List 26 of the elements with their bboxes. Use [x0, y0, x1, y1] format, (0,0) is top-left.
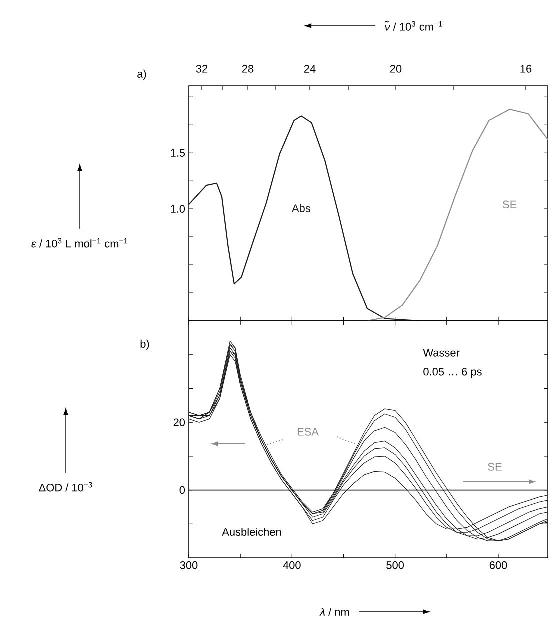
text: 24: [304, 65, 316, 73]
x-axis-title: λ / nm: [320, 608, 350, 616]
y-axis-title: ε / 10$^{3}$ L mol$^{−1}$ cm$^{−1}$: [32, 238, 128, 248]
text: 20: [390, 65, 402, 73]
text: 32: [196, 65, 208, 73]
y-tick-label: 1.0: [171, 205, 186, 213]
text: b): [140, 340, 150, 350]
x-tick-label: 500: [386, 562, 404, 570]
text: Abs: [292, 204, 310, 212]
x-tick-label: 600: [490, 562, 508, 570]
text: 16: [520, 65, 532, 73]
annotation: 0.05 … 6 ps: [424, 368, 482, 378]
y-tick-label: 1.5: [171, 149, 186, 157]
annotation: Ausbleichen: [222, 528, 282, 536]
annotation: Wasser: [423, 349, 460, 357]
text: a): [138, 70, 146, 80]
text: SE: [503, 200, 517, 209]
annotation: SE: [488, 463, 502, 471]
x2-axis-title: ν̃ / 10$^{3}$ cm$^{−1}$: [385, 21, 442, 31]
text: 28: [242, 65, 254, 73]
y-tick-label: 0: [180, 486, 186, 494]
annotation: ESA: [298, 428, 319, 436]
y-tick-label: 20: [174, 418, 186, 426]
y-axis-title: ΔOD / 10$^{−3}$: [39, 482, 92, 492]
x-tick-label: 400: [283, 562, 301, 570]
x-tick-label: 300: [180, 562, 198, 570]
